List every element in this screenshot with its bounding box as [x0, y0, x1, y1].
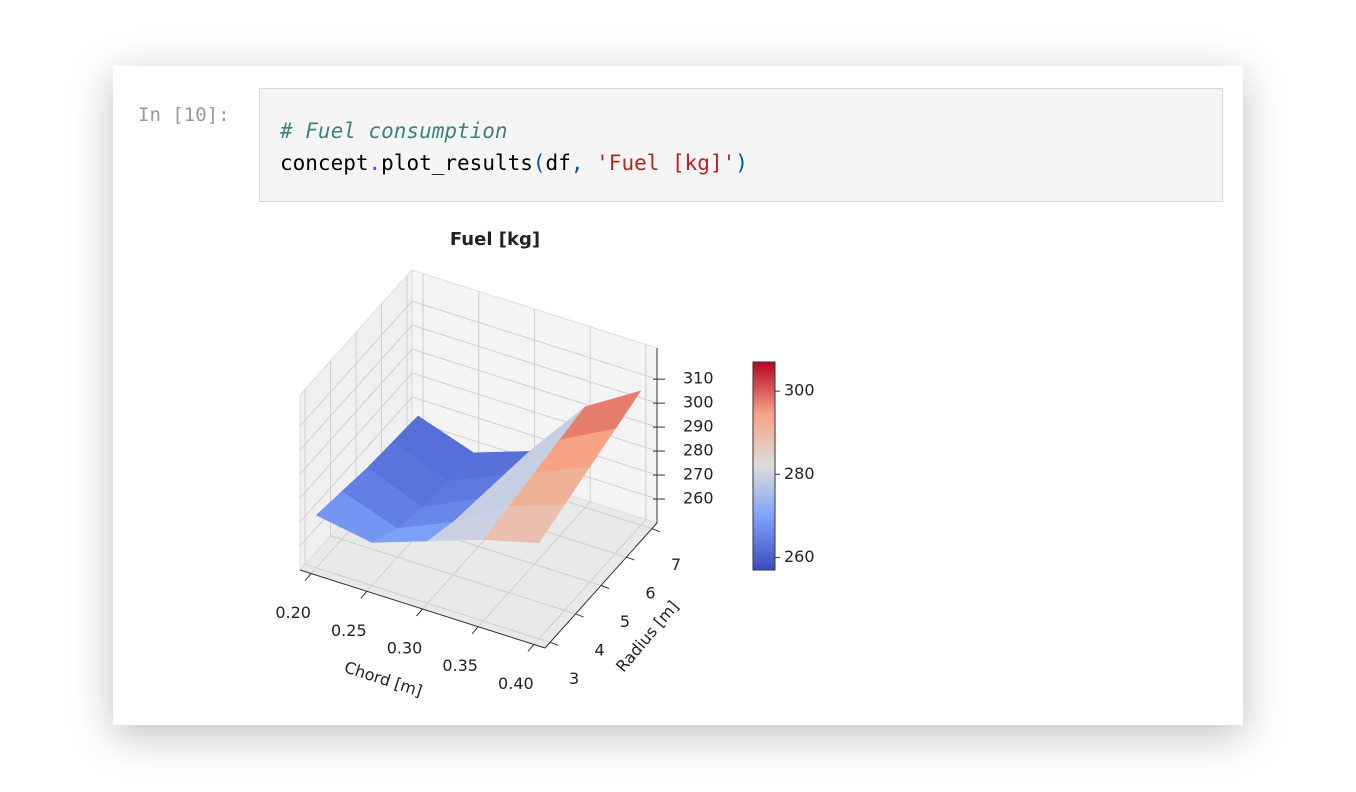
chart-title: Fuel [kg]: [450, 229, 540, 250]
y-tick-label: 6: [645, 584, 655, 603]
x-tick-label: 0.20: [275, 603, 311, 622]
code-line: concept.plot_results(df, 'Fuel [kg]'): [280, 147, 1202, 179]
grid-line: [533, 344, 647, 645]
cell-prompt: In [10]:: [138, 104, 230, 126]
y-tick-label: 3: [569, 669, 579, 688]
grid-line: [304, 389, 551, 643]
code-input[interactable]: # Fuel consumption concept.plot_results(…: [259, 88, 1223, 202]
grid-line: [477, 326, 591, 628]
z-tick-label: 260: [683, 489, 714, 508]
tick-mark: [651, 528, 661, 533]
x-tick-label: 0.30: [387, 639, 423, 658]
z-tick-label: 300: [683, 393, 714, 412]
tick-mark: [360, 590, 368, 599]
code-token: ): [735, 151, 748, 175]
grid-line: [299, 324, 658, 451]
y-tick-label: 7: [671, 555, 681, 574]
grid-line: [330, 360, 576, 615]
code-token: concept: [280, 151, 369, 175]
tick-mark: [471, 626, 479, 635]
tick-mark: [626, 556, 635, 561]
y-tick-label: 5: [620, 612, 630, 631]
code-token: 'Fuel [kg]': [596, 151, 736, 175]
tick-mark: [600, 585, 610, 589]
z-tick-label: 270: [683, 465, 714, 484]
x-axis-label: Chord [m]: [342, 658, 425, 701]
colorbar-tick-label: 300: [784, 381, 815, 400]
x-tick-label: 0.40: [498, 674, 534, 693]
grid-line: [299, 300, 658, 427]
z-tick-label: 280: [683, 441, 714, 460]
code-token: df: [545, 151, 571, 175]
x-tick-label: 0.25: [331, 621, 367, 640]
code-token: (: [532, 151, 546, 175]
y-tick-label: 4: [594, 640, 604, 659]
z-tick-label: 310: [683, 369, 714, 388]
colorbar: [752, 361, 776, 571]
x-tick-label: 0.35: [442, 656, 478, 675]
code-token: ,: [570, 151, 584, 175]
surface-patch: [482, 504, 565, 544]
z-tick-label: 290: [683, 417, 714, 436]
code-token: .: [368, 151, 382, 175]
tick-mark: [416, 608, 423, 617]
tick-mark: [575, 613, 584, 618]
y-axis-label: Radius [m]: [612, 597, 682, 676]
code-token: plot_results: [381, 151, 533, 175]
tick-mark: [304, 573, 312, 581]
code-comment: # Fuel consumption: [280, 119, 508, 143]
tick-mark: [527, 644, 535, 652]
colorbar-tick-label: 260: [784, 547, 815, 566]
tick-mark: [549, 641, 559, 646]
colorbar-tick-label: 280: [784, 464, 815, 483]
grid-line: [299, 348, 658, 475]
